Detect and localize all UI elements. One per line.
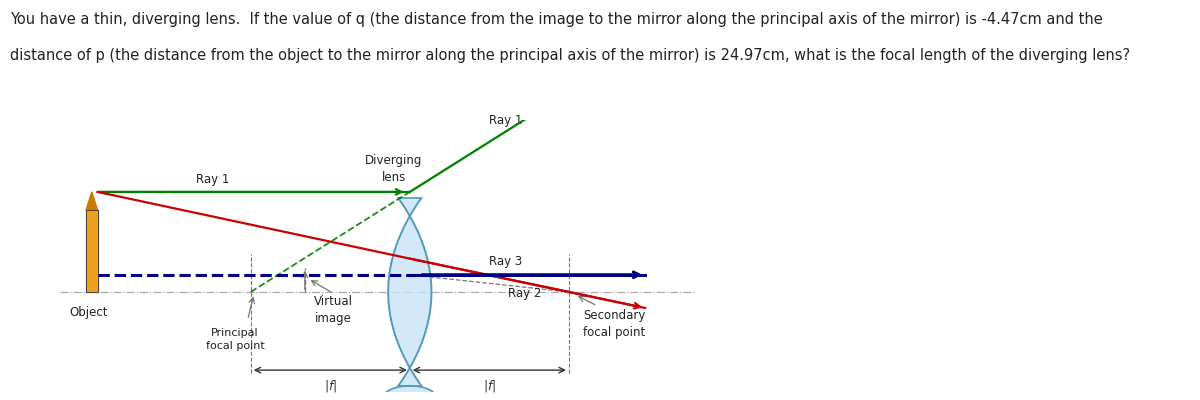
Polygon shape	[383, 386, 437, 400]
Text: Diverging
lens: Diverging lens	[365, 154, 422, 184]
Polygon shape	[86, 210, 97, 292]
Text: You have a thin, diverging lens.  If the value of q (the distance from the image: You have a thin, diverging lens. If the …	[10, 12, 1103, 27]
Text: $|f|$: $|f|$	[482, 378, 496, 394]
Polygon shape	[388, 198, 432, 386]
Text: distance of p (the distance from the object to the mirror along the principal ax: distance of p (the distance from the obj…	[10, 48, 1129, 63]
Text: Ray 1: Ray 1	[488, 114, 522, 127]
Text: Virtual
image: Virtual image	[314, 295, 354, 325]
Text: Ray 1: Ray 1	[196, 173, 229, 186]
Text: Secondary
focal point: Secondary focal point	[583, 309, 646, 339]
Text: $|f|$: $|f|$	[324, 378, 337, 394]
Text: Principal
focal point: Principal focal point	[205, 328, 264, 351]
Polygon shape	[86, 192, 97, 210]
Text: Ray 3: Ray 3	[488, 255, 522, 268]
Text: Object: Object	[70, 306, 108, 319]
Text: Ray 2: Ray 2	[508, 287, 541, 300]
